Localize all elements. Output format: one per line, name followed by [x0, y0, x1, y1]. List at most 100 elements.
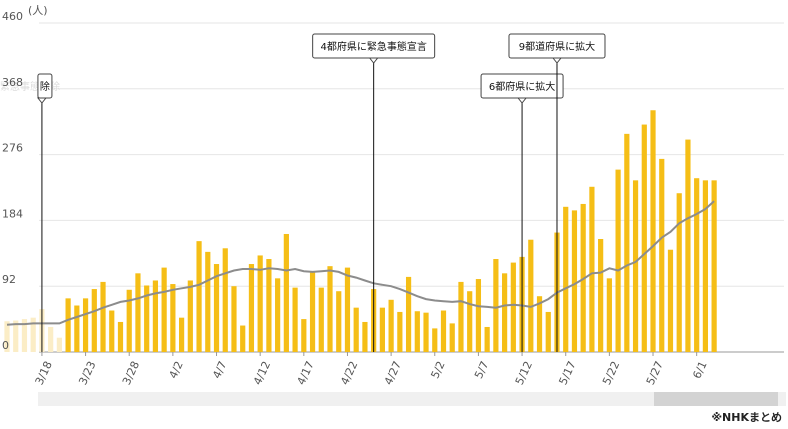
- bar: [135, 273, 141, 352]
- y-axis-unit: (人): [28, 4, 48, 17]
- bar: [545, 311, 551, 352]
- annotation-label: 9都道府県に拡大: [519, 40, 595, 53]
- bar: [484, 326, 490, 352]
- bar: [449, 323, 455, 352]
- bar: [624, 133, 630, 352]
- x-tick-label: 5/22: [600, 359, 622, 387]
- bar: [21, 319, 28, 352]
- x-tick-label: 4/27: [382, 359, 404, 387]
- bar: [91, 289, 97, 352]
- bar: [685, 139, 691, 352]
- bar: [388, 299, 394, 352]
- x-tick-label: 4/2: [167, 359, 186, 381]
- bar: [48, 326, 54, 352]
- bar: [213, 264, 220, 352]
- annotation-label: 除: [40, 80, 50, 93]
- bar: [493, 259, 499, 352]
- annotation-pointer: [368, 57, 379, 64]
- bar: [4, 321, 10, 352]
- chart-scrollbar[interactable]: [38, 392, 786, 406]
- bar: [379, 307, 385, 352]
- x-tick-label: 5/12: [513, 359, 535, 387]
- bar: [432, 328, 438, 352]
- bar: [126, 289, 132, 352]
- bar: [65, 298, 71, 352]
- bar: [641, 124, 647, 352]
- moving-average-series: [6, 200, 715, 326]
- bar: [205, 251, 211, 352]
- bar: [659, 158, 665, 352]
- bar: [458, 281, 464, 352]
- y-tick-label: 92: [2, 273, 16, 286]
- bar: [536, 296, 543, 352]
- bar: [702, 180, 708, 352]
- bar: [344, 267, 351, 352]
- bar: [405, 276, 412, 352]
- bar: [414, 311, 420, 352]
- bar: [336, 291, 342, 352]
- bar: [353, 307, 359, 352]
- bar: [362, 321, 368, 352]
- bar: [179, 317, 185, 352]
- x-tick-label: 5/27: [644, 359, 666, 387]
- annotation-pointer: [517, 97, 528, 104]
- bar: [667, 249, 674, 352]
- bar: [650, 110, 656, 352]
- y-tick-label: 276: [2, 142, 23, 155]
- x-tick-label: 4/7: [210, 359, 229, 381]
- bar: [257, 255, 263, 352]
- bar: [528, 239, 534, 352]
- bar: [502, 273, 508, 352]
- bar: [152, 280, 159, 352]
- bar: [231, 286, 237, 352]
- bar: [170, 284, 176, 352]
- x-tick-label: 6/1: [690, 359, 709, 381]
- bar-series: [4, 110, 717, 352]
- bar: [309, 271, 316, 352]
- x-tick-label: 4/12: [251, 359, 273, 387]
- bar: [56, 337, 62, 352]
- bar: [440, 310, 447, 352]
- x-tick-label: 3/23: [76, 359, 98, 387]
- source-credit: ※NHKまとめ: [711, 411, 782, 424]
- bar: [196, 241, 202, 352]
- bar: [275, 278, 281, 352]
- bar: [318, 287, 324, 352]
- bar: [327, 266, 333, 352]
- x-tick-label: 4/22: [338, 359, 360, 387]
- scrollbar-thumb[interactable]: [654, 392, 778, 406]
- annotation-pointer: [36, 97, 47, 104]
- bar: [676, 193, 682, 352]
- x-axis: 3/18 3/23 3/28 4/2 4/7 4/12 4/17 4/22 4/27 5/2 5/7…: [33, 352, 710, 387]
- bar: [606, 278, 612, 352]
- bar: [467, 291, 473, 352]
- bar: [109, 310, 115, 352]
- x-tick-label: 5/2: [428, 359, 447, 381]
- bar: [571, 210, 578, 352]
- bar: [423, 312, 429, 352]
- annotation-pointer: [551, 57, 563, 64]
- moving-average-line: [6, 200, 715, 326]
- bar: [161, 267, 167, 352]
- bar: [283, 233, 289, 352]
- bar: [589, 186, 595, 352]
- bar: [144, 285, 150, 352]
- bar: [117, 321, 124, 352]
- bar: [475, 279, 482, 352]
- bar: [74, 305, 80, 352]
- bar: [240, 325, 246, 352]
- y-tick-label: 460: [2, 10, 23, 23]
- bar: [711, 180, 717, 352]
- x-tick-label: 5/17: [556, 359, 578, 387]
- y-tick-label: 368: [2, 76, 23, 89]
- bar: [598, 238, 604, 352]
- bar: [563, 206, 569, 352]
- x-tick-label: 3/18: [33, 359, 55, 387]
- bar: [694, 178, 700, 352]
- x-tick-label: 5/7: [472, 359, 491, 381]
- bar: [301, 319, 307, 352]
- y-tick-label: 184: [2, 207, 23, 220]
- bar: [397, 311, 403, 352]
